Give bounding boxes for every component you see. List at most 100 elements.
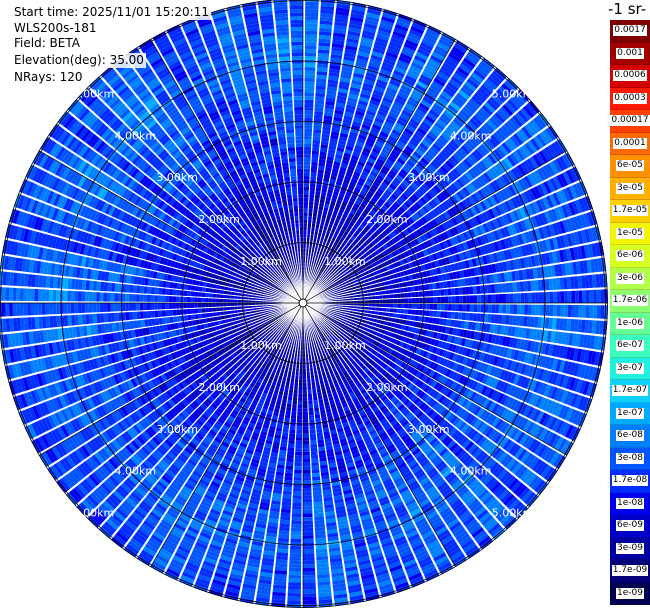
range-gate-cell	[249, 206, 256, 212]
range-gate-cell	[351, 269, 357, 274]
range-gate-cell	[319, 280, 323, 285]
range-gate-cell	[495, 191, 504, 203]
range-gate-cell	[208, 110, 219, 118]
range-gate-cell	[312, 139, 321, 145]
range-gate-cell	[287, 198, 293, 203]
range-gate-cell	[456, 178, 465, 188]
range-gate-cell	[523, 218, 531, 231]
range-gate-cell	[293, 238, 297, 242]
range-gate-cell	[382, 192, 390, 199]
range-gate-cell	[242, 68, 254, 75]
range-gate-cell	[327, 189, 334, 195]
range-gate-cell	[319, 151, 327, 156]
range-gate-cell	[296, 150, 303, 155]
range-gate-cell	[242, 160, 250, 167]
range-gate-cell	[350, 178, 358, 184]
range-gate-cell	[390, 37, 404, 46]
range-gate-cell	[514, 270, 520, 281]
range-gate-cell	[304, 45, 317, 50]
range-gate-cell	[515, 208, 524, 220]
range-gate-cell	[410, 154, 420, 162]
range-gate-cell	[323, 115, 333, 121]
range-gate-cell	[325, 196, 332, 202]
range-gate-cell	[297, 172, 303, 177]
range-gate-cell	[281, 195, 287, 200]
range-gate-cell	[479, 246, 486, 256]
range-gate-cell	[351, 5, 366, 12]
range-gate-cell	[311, 268, 315, 272]
range-gate-cell	[345, 172, 353, 178]
range-gate-cell	[538, 227, 545, 240]
range-gate-cell	[489, 253, 495, 263]
range-gate-cell	[483, 172, 492, 183]
range-gate-cell	[303, 237, 307, 242]
range-gate-cell	[304, 103, 314, 108]
range-gate-cell	[500, 272, 506, 283]
range-gate-cell	[371, 197, 378, 204]
range-gate-cell	[360, 174, 368, 181]
range-gate-cell	[258, 129, 267, 135]
range-gate-cell	[250, 44, 263, 51]
range-gate-cell	[262, 35, 276, 41]
range-gate-cell	[388, 239, 395, 246]
range-gate-cell	[182, 21, 197, 31]
range-gate-cell	[223, 294, 228, 299]
range-gate-cell	[260, 204, 267, 210]
range-gate-cell	[475, 66, 488, 78]
range-gate-cell	[374, 86, 385, 93]
range-gate-cell	[264, 153, 273, 159]
range-gate-cell	[187, 290, 192, 297]
range-gate-cell	[346, 100, 357, 107]
range-gate-cell	[500, 239, 507, 250]
range-gate-cell	[425, 64, 438, 74]
range-gate-cell	[474, 148, 484, 160]
range-gate-cell	[464, 123, 475, 134]
range-gate-cell	[466, 268, 472, 277]
range-gate-cell	[514, 112, 526, 125]
range-gate-cell	[561, 154, 572, 168]
range-gate-cell	[371, 267, 376, 272]
range-gate-cell	[334, 275, 339, 280]
range-gate-cell	[554, 207, 562, 220]
range-gate-cell	[422, 96, 434, 106]
range-gate-cell	[315, 92, 325, 98]
range-gate-cell	[491, 207, 499, 218]
range-gate-cell	[509, 117, 521, 130]
range-gate-cell	[332, 191, 339, 196]
range-gate-cell	[378, 171, 386, 179]
range-gate-cell	[345, 45, 358, 51]
range-gate-cell	[331, 257, 335, 262]
range-gate-cell	[317, 278, 321, 283]
range-gate-cell	[291, 183, 297, 188]
range-gate-cell	[291, 38, 303, 42]
range-gate-cell	[320, 288, 325, 292]
range-gate-cell	[337, 143, 346, 149]
range-gate-cell	[445, 248, 452, 256]
range-gate-cell	[311, 158, 319, 163]
range-gate-cell	[279, 144, 287, 149]
range-gate-cell	[321, 290, 326, 294]
range-gate-cell	[391, 166, 399, 174]
range-gate-cell	[337, 258, 342, 263]
range-gate-cell	[514, 235, 521, 246]
range-gate-cell	[305, 1, 319, 6]
range-gate-cell	[331, 198, 337, 203]
range-gate-cell	[376, 269, 381, 275]
range-gate-cell	[496, 273, 502, 283]
range-gate-cell	[323, 174, 331, 179]
range-gate-cell	[177, 47, 191, 57]
range-gate-cell	[249, 177, 257, 184]
range-gate-cell	[272, 220, 278, 225]
range-gate-cell	[312, 136, 321, 141]
range-gate-cell	[545, 225, 552, 238]
range-gate-cell	[462, 57, 476, 69]
range-gate-cell	[470, 268, 476, 277]
range-gate-cell	[350, 274, 355, 279]
range-gate-cell	[295, 132, 303, 137]
range-gate-cell	[337, 0, 351, 2]
range-gate-cell	[298, 255, 301, 260]
range-gate-cell	[455, 296, 460, 303]
range-gate-cell	[477, 63, 491, 75]
range-gate-cell	[249, 158, 257, 164]
range-gate-cell	[505, 213, 514, 224]
